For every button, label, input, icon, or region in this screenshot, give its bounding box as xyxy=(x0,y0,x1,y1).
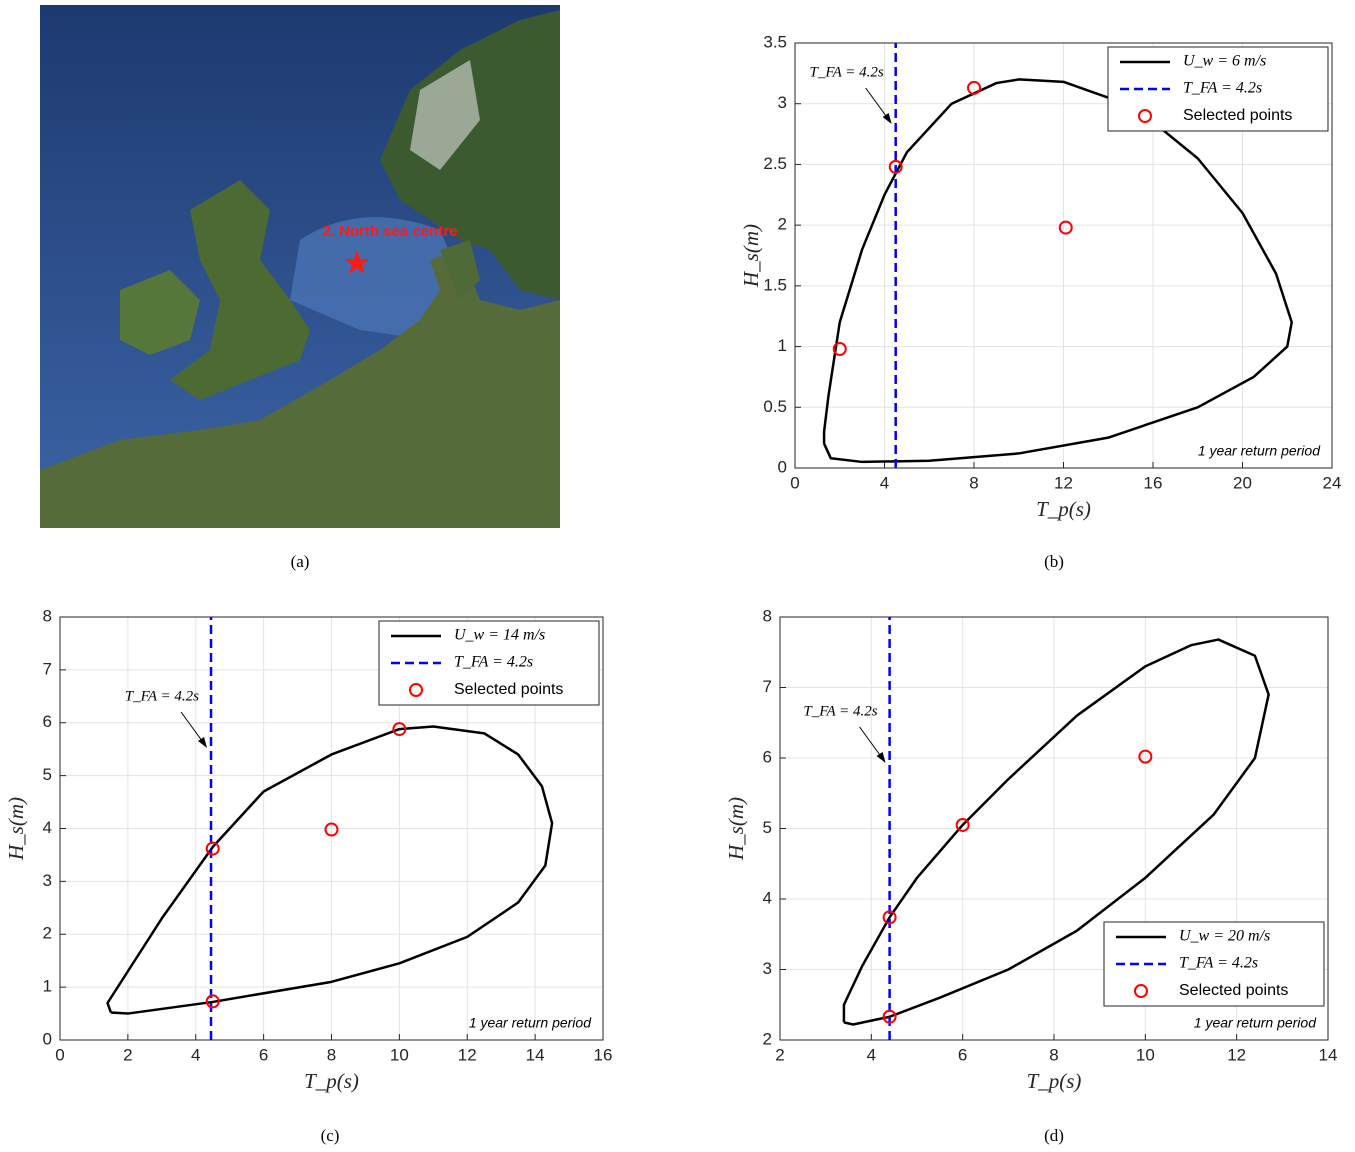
y-tick-label: 5 xyxy=(763,818,772,837)
annotation-arrowhead xyxy=(198,737,207,748)
y-tick-label: 7 xyxy=(763,677,772,696)
x-axis-label: T_p(s) xyxy=(1036,497,1091,521)
site-label: 2. North sea centre xyxy=(322,223,457,240)
x-tick-label: 6 xyxy=(259,1045,268,1064)
y-tick-label: 2.5 xyxy=(763,154,787,173)
legend-label: T_FA = 4.2s xyxy=(454,654,533,671)
x-tick-label: 10 xyxy=(1136,1045,1155,1064)
y-tick-label: 4 xyxy=(763,888,772,907)
annotation: T_FA = 4.2s xyxy=(803,703,877,719)
x-tick-label: 10 xyxy=(390,1045,409,1064)
x-tick-label: 14 xyxy=(1319,1045,1338,1064)
x-tick-label: 24 xyxy=(1323,473,1342,492)
y-tick-label: 1.5 xyxy=(763,275,787,294)
y-tick-label: 2 xyxy=(43,924,52,943)
x-tick-label: 20 xyxy=(1233,473,1252,492)
map: 2. North sea centre xyxy=(40,5,560,528)
x-tick-label: 4 xyxy=(867,1045,876,1064)
y-tick-label: 6 xyxy=(763,747,772,766)
legend-label: U_w = 14 m/s xyxy=(454,627,545,644)
figure: 2. North sea centre (a) 0481216202400.51… xyxy=(0,0,1355,1147)
x-tick-label: 4 xyxy=(880,473,889,492)
legend-label: U_w = 20 m/s xyxy=(1179,928,1270,945)
legend-label: T_FA = 4.2s xyxy=(1183,80,1262,97)
x-tick-label: 2 xyxy=(775,1045,784,1064)
legend-label: Selected points xyxy=(454,681,563,698)
y-axis-label: H_s(m) xyxy=(4,797,28,861)
y-tick-label: 4 xyxy=(43,818,52,837)
caption: (c) xyxy=(321,1126,340,1145)
x-tick-label: 4 xyxy=(191,1045,200,1064)
note: 1 year return period xyxy=(1198,443,1321,459)
x-tick-label: 8 xyxy=(969,473,978,492)
y-tick-label: 5 xyxy=(43,765,52,784)
x-axis-label: T_p(s) xyxy=(304,1069,359,1093)
y-tick-label: 8 xyxy=(763,606,772,625)
selected-point xyxy=(1060,222,1072,234)
y-tick-label: 1 xyxy=(43,977,52,996)
y-tick-label: 7 xyxy=(43,659,52,678)
caption: (b) xyxy=(1044,552,1064,571)
x-tick-label: 6 xyxy=(958,1045,967,1064)
y-tick-label: 8 xyxy=(43,606,52,625)
y-tick-label: 0 xyxy=(778,457,787,476)
contour-line xyxy=(108,726,553,1013)
x-tick-label: 0 xyxy=(790,473,799,492)
legend-label: T_FA = 4.2s xyxy=(1179,955,1258,972)
x-axis-label: T_p(s) xyxy=(1027,1069,1082,1093)
x-tick-label: 8 xyxy=(1049,1045,1058,1064)
y-axis-label: H_s(m) xyxy=(739,224,763,288)
y-tick-label: 0 xyxy=(43,1029,52,1048)
y-tick-label: 0.5 xyxy=(763,397,787,416)
legend-label: U_w = 6 m/s xyxy=(1183,53,1266,70)
y-tick-label: 1 xyxy=(778,336,787,355)
contour-line xyxy=(824,79,1292,462)
note: 1 year return period xyxy=(1194,1015,1317,1031)
y-tick-label: 3 xyxy=(763,959,772,978)
x-tick-label: 14 xyxy=(526,1045,545,1064)
y-tick-label: 6 xyxy=(43,712,52,731)
y-axis-label: H_s(m) xyxy=(724,797,748,861)
caption: (d) xyxy=(1044,1126,1064,1145)
x-tick-label: 2 xyxy=(123,1045,132,1064)
y-tick-label: 3 xyxy=(778,93,787,112)
x-tick-label: 12 xyxy=(458,1045,477,1064)
caption: (a) xyxy=(291,552,310,571)
legend-label: Selected points xyxy=(1183,107,1292,124)
annotation: T_FA = 4.2s xyxy=(125,688,199,704)
y-tick-label: 3 xyxy=(43,871,52,890)
x-tick-label: 16 xyxy=(1144,473,1163,492)
annotation: T_FA = 4.2s xyxy=(810,64,884,80)
legend-label: Selected points xyxy=(1179,982,1288,999)
y-tick-label: 2 xyxy=(763,1029,772,1048)
y-tick-label: 2 xyxy=(778,215,787,234)
x-tick-label: 8 xyxy=(327,1045,336,1064)
x-tick-label: 16 xyxy=(594,1045,613,1064)
y-tick-label: 3.5 xyxy=(763,32,787,51)
note: 1 year return period xyxy=(469,1015,592,1031)
x-tick-label: 12 xyxy=(1227,1045,1246,1064)
x-tick-label: 12 xyxy=(1054,473,1073,492)
x-tick-label: 0 xyxy=(55,1045,64,1064)
